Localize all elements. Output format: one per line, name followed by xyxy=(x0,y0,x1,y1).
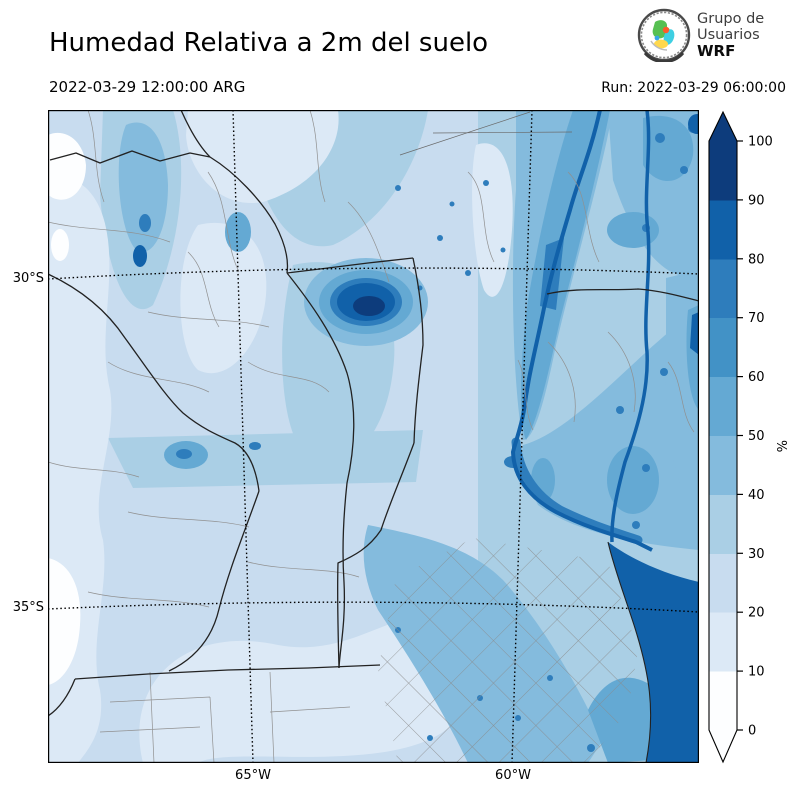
lon-label-65w: 65°W xyxy=(235,768,271,783)
colorbar-tick-label: 70 xyxy=(748,311,765,326)
lat-label-30s: 30°S xyxy=(12,271,44,286)
page-title: Humedad Relativa a 2m del suelo xyxy=(49,28,489,58)
colorbar-svg: 0 10 20 30 40 50 60 70 80 90 100% xyxy=(708,110,788,764)
colorbar-tick-label: 80 xyxy=(748,252,765,267)
colorbar-tick-label: 90 xyxy=(748,193,765,208)
colorbar-tick-label: 40 xyxy=(748,488,765,503)
wrf-globe-icon xyxy=(637,8,691,62)
logo-line-1: Grupo de xyxy=(697,11,765,27)
map-area xyxy=(48,110,699,763)
department-borders xyxy=(48,110,695,763)
colorbar-tick-label: 30 xyxy=(748,547,765,562)
valid-time-label: 2022-03-29 12:00:00 ARG xyxy=(49,78,246,96)
colorbar-unit-label: % xyxy=(773,440,788,452)
map-border xyxy=(48,110,699,763)
run-time-label: Run: 2022-03-29 06:00:00 xyxy=(601,80,786,96)
colorbar-tick-label: 50 xyxy=(748,429,765,444)
lon-label-60w: 60°W xyxy=(495,768,531,783)
colorbar-tick-label: 0 xyxy=(748,724,756,739)
rivers xyxy=(511,110,699,763)
province-borders xyxy=(48,110,699,763)
uruguay-river xyxy=(610,110,651,543)
rio-de-la-plata xyxy=(608,542,699,763)
colorbar-tick-label: 20 xyxy=(748,606,765,621)
lat-label-35s: 35°S xyxy=(12,600,44,615)
humidity-map-svg xyxy=(48,110,699,763)
logo-line-2: Usuarios xyxy=(697,27,760,43)
logo-line-3: WRF xyxy=(697,42,736,60)
colorbar-tick-label: 60 xyxy=(748,370,765,385)
parana-river xyxy=(511,110,653,552)
wrf-logo: Grupo de Usuarios WRF xyxy=(637,8,764,62)
buenos-aires-department-mesh xyxy=(378,538,638,763)
colorbar: 0 10 20 30 40 50 60 70 80 90 100% xyxy=(705,105,800,795)
colorbar-tick-label: 100 xyxy=(748,135,773,150)
high-humidity-cores xyxy=(133,114,699,355)
colorbar-tick-label: 10 xyxy=(748,665,765,680)
